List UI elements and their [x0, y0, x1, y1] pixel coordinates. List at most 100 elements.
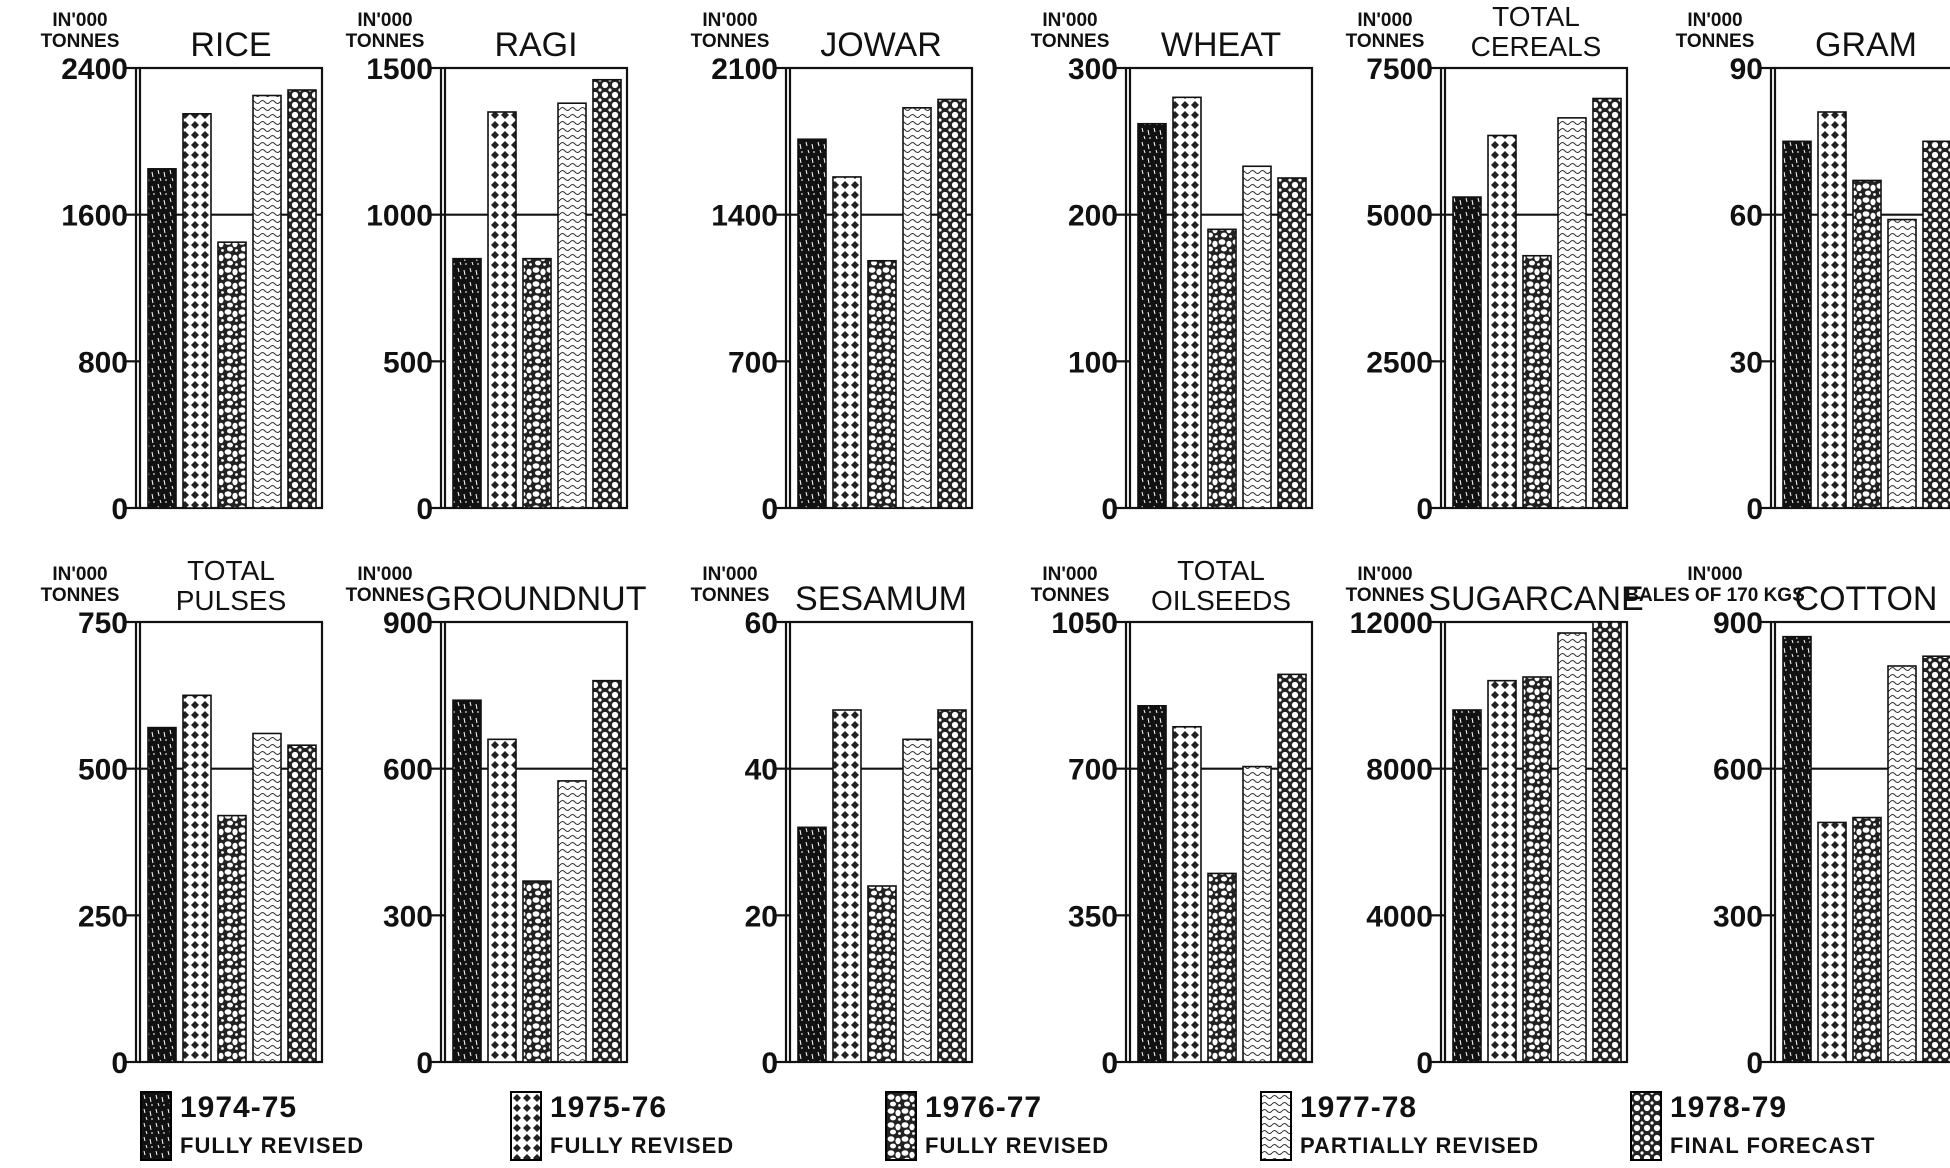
legend-year: 1975-76	[550, 1091, 668, 1124]
bar-1975-76	[1172, 96, 1202, 509]
bar-1976-77	[867, 885, 897, 1063]
y-tick-label: 200	[1068, 200, 1118, 233]
bar-1976-77	[1522, 254, 1552, 509]
y-tick-label: 4000	[1366, 900, 1433, 933]
y-tick-label: 300	[1068, 53, 1118, 86]
bar-1977-78	[1887, 218, 1917, 509]
bar-1975-76	[487, 738, 517, 1063]
bar-1974-75	[147, 726, 177, 1063]
chart-title: COTTON	[1795, 580, 1938, 618]
bar-1976-77	[522, 880, 552, 1063]
unit-label: TONNES	[346, 585, 425, 606]
legend-status: FULLY REVISED	[550, 1133, 735, 1158]
unit-label: IN'000	[1357, 564, 1412, 585]
chart-title: RAGI	[494, 26, 577, 64]
y-tick-label: 1500	[366, 53, 433, 86]
bar-1975-76	[1172, 725, 1202, 1063]
unit-label: IN'000	[702, 564, 757, 585]
unit-label: IN'000	[1042, 10, 1097, 31]
y-tick-label: 0	[1746, 493, 1763, 526]
bar-1977-78	[902, 107, 932, 509]
y-tick-label: 750	[78, 607, 128, 640]
y-tick-label: 8000	[1366, 754, 1433, 787]
bar-1978-79	[937, 98, 967, 509]
y-tick-label: 700	[1068, 754, 1118, 787]
y-tick-label: 100	[1068, 346, 1118, 379]
unit-label: TONNES	[41, 31, 120, 52]
unit-label: TONNES	[1031, 585, 1110, 606]
bar-1974-75	[452, 257, 482, 509]
bar-1975-76	[182, 694, 212, 1063]
bar-1978-79	[1592, 97, 1622, 509]
bar-1975-76	[182, 113, 212, 509]
bar-1977-78	[1557, 632, 1587, 1063]
bar-1977-78	[252, 732, 282, 1063]
y-tick-label: 900	[383, 607, 433, 640]
y-tick-label: 300	[1713, 900, 1763, 933]
bar-1976-77	[1207, 872, 1237, 1063]
bar-1978-79	[1922, 140, 1950, 509]
bar-1974-75	[1137, 705, 1167, 1063]
chart-title: TOTAL	[1492, 1, 1580, 32]
bar-1975-76	[832, 176, 862, 509]
unit-label: IN'000	[52, 564, 107, 585]
y-tick-label: 60	[1730, 200, 1763, 233]
legend-status: FINAL FORECAST	[1670, 1133, 1876, 1158]
chart-title: CEREALS	[1471, 31, 1602, 62]
unit-label: IN'000	[1687, 10, 1742, 31]
y-tick-label: 300	[383, 900, 433, 933]
y-tick-label: 0	[111, 493, 128, 526]
bar-1976-77	[867, 259, 897, 509]
chart-title: TOTAL	[1177, 555, 1265, 586]
bar-1978-79	[1277, 177, 1307, 509]
unit-label: TONNES	[1676, 31, 1755, 52]
bar-1978-79	[287, 744, 317, 1063]
bar-1977-78	[1242, 765, 1272, 1063]
chart-title: SUGARCANE	[1428, 580, 1643, 618]
y-tick-label: 800	[78, 346, 128, 379]
y-tick-label: 250	[78, 900, 128, 933]
bar-1977-78	[1557, 117, 1587, 509]
bar-1976-77	[1207, 228, 1237, 509]
y-tick-label: 900	[1713, 607, 1763, 640]
y-tick-label: 5000	[1366, 200, 1433, 233]
legend-swatch	[140, 1091, 172, 1161]
bar-1974-75	[797, 826, 827, 1063]
bar-1974-75	[1782, 635, 1812, 1063]
y-tick-label: 1400	[711, 200, 778, 233]
legend-year: 1977-78	[1300, 1091, 1418, 1124]
unit-label: IN'000	[702, 10, 757, 31]
y-tick-label: 0	[1416, 1047, 1433, 1080]
y-tick-label: 12000	[1350, 607, 1433, 640]
bar-1974-75	[1452, 709, 1482, 1063]
unit-label: BALES OF 170 KGS	[1625, 585, 1805, 606]
y-tick-label: 2400	[61, 53, 128, 86]
unit-label: TONNES	[691, 31, 770, 52]
y-tick-label: 20	[745, 900, 778, 933]
y-tick-label: 0	[1101, 1047, 1118, 1080]
bar-1975-76	[1487, 679, 1517, 1063]
unit-label: IN'000	[1357, 10, 1412, 31]
y-tick-label: 0	[1101, 493, 1118, 526]
unit-label: IN'000	[1042, 564, 1097, 585]
y-tick-label: 600	[383, 754, 433, 787]
unit-label: IN'000	[52, 10, 107, 31]
bar-1976-77	[1852, 816, 1882, 1063]
bar-1978-79	[592, 679, 622, 1063]
y-tick-label: 1600	[61, 200, 128, 233]
y-tick-label: 0	[416, 493, 433, 526]
unit-label: TONNES	[691, 585, 770, 606]
unit-label: TONNES	[346, 31, 425, 52]
bar-1975-76	[487, 111, 517, 509]
y-tick-label: 500	[383, 346, 433, 379]
bar-1975-76	[1817, 111, 1847, 509]
